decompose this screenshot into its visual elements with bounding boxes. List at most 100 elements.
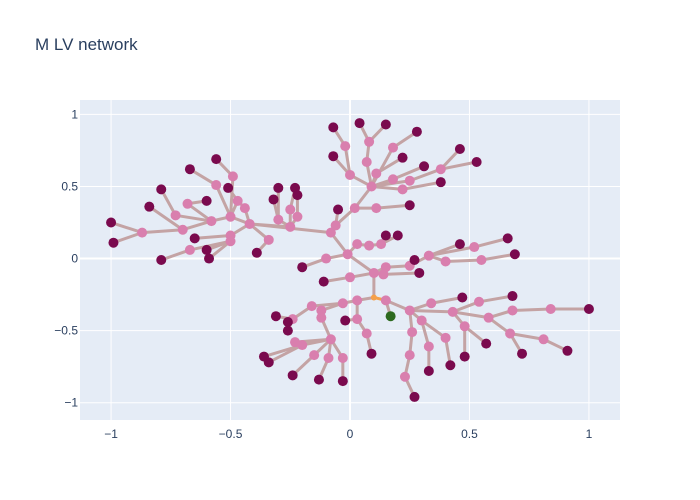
inner-node (170, 210, 181, 221)
network-edge (381, 271, 421, 276)
end-node (273, 182, 284, 193)
end-node (340, 315, 351, 326)
inner-node (273, 214, 284, 225)
inner-node (225, 211, 236, 222)
network-edge (427, 245, 476, 258)
end-node (337, 376, 348, 387)
inner-node (361, 156, 372, 167)
x-tick-label: 0.5 (461, 427, 478, 441)
network-edge (159, 248, 192, 262)
inner-node (426, 298, 437, 309)
end-node (211, 154, 222, 165)
end-node (397, 152, 408, 163)
inner-node (239, 203, 250, 214)
inner-node (285, 221, 296, 232)
inner-node (227, 171, 238, 182)
end-node (318, 276, 329, 287)
inner-node (380, 262, 391, 273)
inner-node (371, 203, 382, 214)
inner-node (342, 249, 353, 260)
inner-node (545, 304, 556, 315)
inner-node (364, 136, 375, 147)
network-edge (477, 294, 514, 304)
inner-node (345, 169, 355, 180)
end-node (414, 267, 425, 278)
inner-node (371, 168, 382, 179)
network-edge (451, 310, 491, 320)
inner-node (376, 239, 387, 250)
y-tick-label: −1 (64, 396, 78, 410)
inner-node (538, 334, 549, 345)
x-tick-label: 1 (586, 427, 593, 441)
inner-node (447, 306, 458, 317)
end-node (268, 194, 279, 205)
inner-node (244, 218, 255, 229)
inner-node (352, 295, 363, 306)
end-node (270, 311, 281, 322)
end-node (204, 253, 215, 264)
network-edge (408, 167, 443, 183)
chart-title: M LV network (35, 35, 138, 54)
network-edge (214, 183, 233, 219)
network-edge (401, 180, 443, 191)
network-edge (479, 252, 517, 262)
end-node (562, 345, 573, 356)
end-node (419, 161, 430, 172)
inner-node (309, 350, 320, 361)
inner-node (399, 371, 410, 382)
inner-node (507, 305, 518, 316)
grid-lines (80, 100, 620, 420)
y-tick-label: 0.5 (61, 179, 78, 193)
inner-node (397, 184, 408, 195)
end-node (106, 217, 117, 228)
inner-node (182, 198, 193, 209)
inner-node (352, 314, 363, 325)
inner-node (232, 195, 243, 206)
end-node (263, 357, 274, 368)
end-node (184, 164, 195, 175)
x-tick-label: 0 (347, 427, 354, 441)
inner-node (368, 267, 379, 278)
end-node (287, 370, 298, 381)
network-edge (510, 307, 553, 312)
end-node (282, 316, 293, 327)
inner-node (476, 255, 487, 265)
x-tick-label: −1 (104, 427, 118, 441)
network-edge (370, 184, 405, 191)
inner-node (184, 244, 195, 255)
inner-node (364, 240, 375, 251)
end-node (201, 244, 212, 255)
inner-node (407, 327, 418, 338)
inner-node (440, 256, 451, 267)
inner-node (306, 301, 317, 312)
network-edge (429, 295, 464, 305)
end-node (108, 237, 119, 248)
inner-node (416, 315, 427, 326)
inner-node (316, 312, 327, 323)
inner-node (469, 242, 480, 253)
network-edge (174, 213, 213, 223)
end-node (333, 204, 344, 215)
inner-node (285, 204, 296, 215)
end-node (509, 249, 520, 260)
end-node (156, 184, 167, 195)
network-edge (391, 164, 426, 181)
network-edge (109, 221, 144, 235)
inner-node (435, 164, 446, 175)
network-edge (193, 233, 233, 240)
inner-node (177, 224, 188, 235)
network-edge (508, 332, 546, 341)
inner-node (404, 350, 415, 361)
inner-node (137, 227, 148, 238)
inner-node (474, 296, 485, 307)
end-node (481, 338, 492, 349)
y-tick-label: 0 (71, 252, 78, 266)
inner-node (423, 341, 434, 352)
end-node (328, 151, 339, 162)
inner-node (345, 272, 355, 283)
inner-node (337, 298, 348, 309)
end-node (411, 126, 422, 137)
inner-node (361, 328, 372, 339)
inner-node (211, 180, 222, 191)
